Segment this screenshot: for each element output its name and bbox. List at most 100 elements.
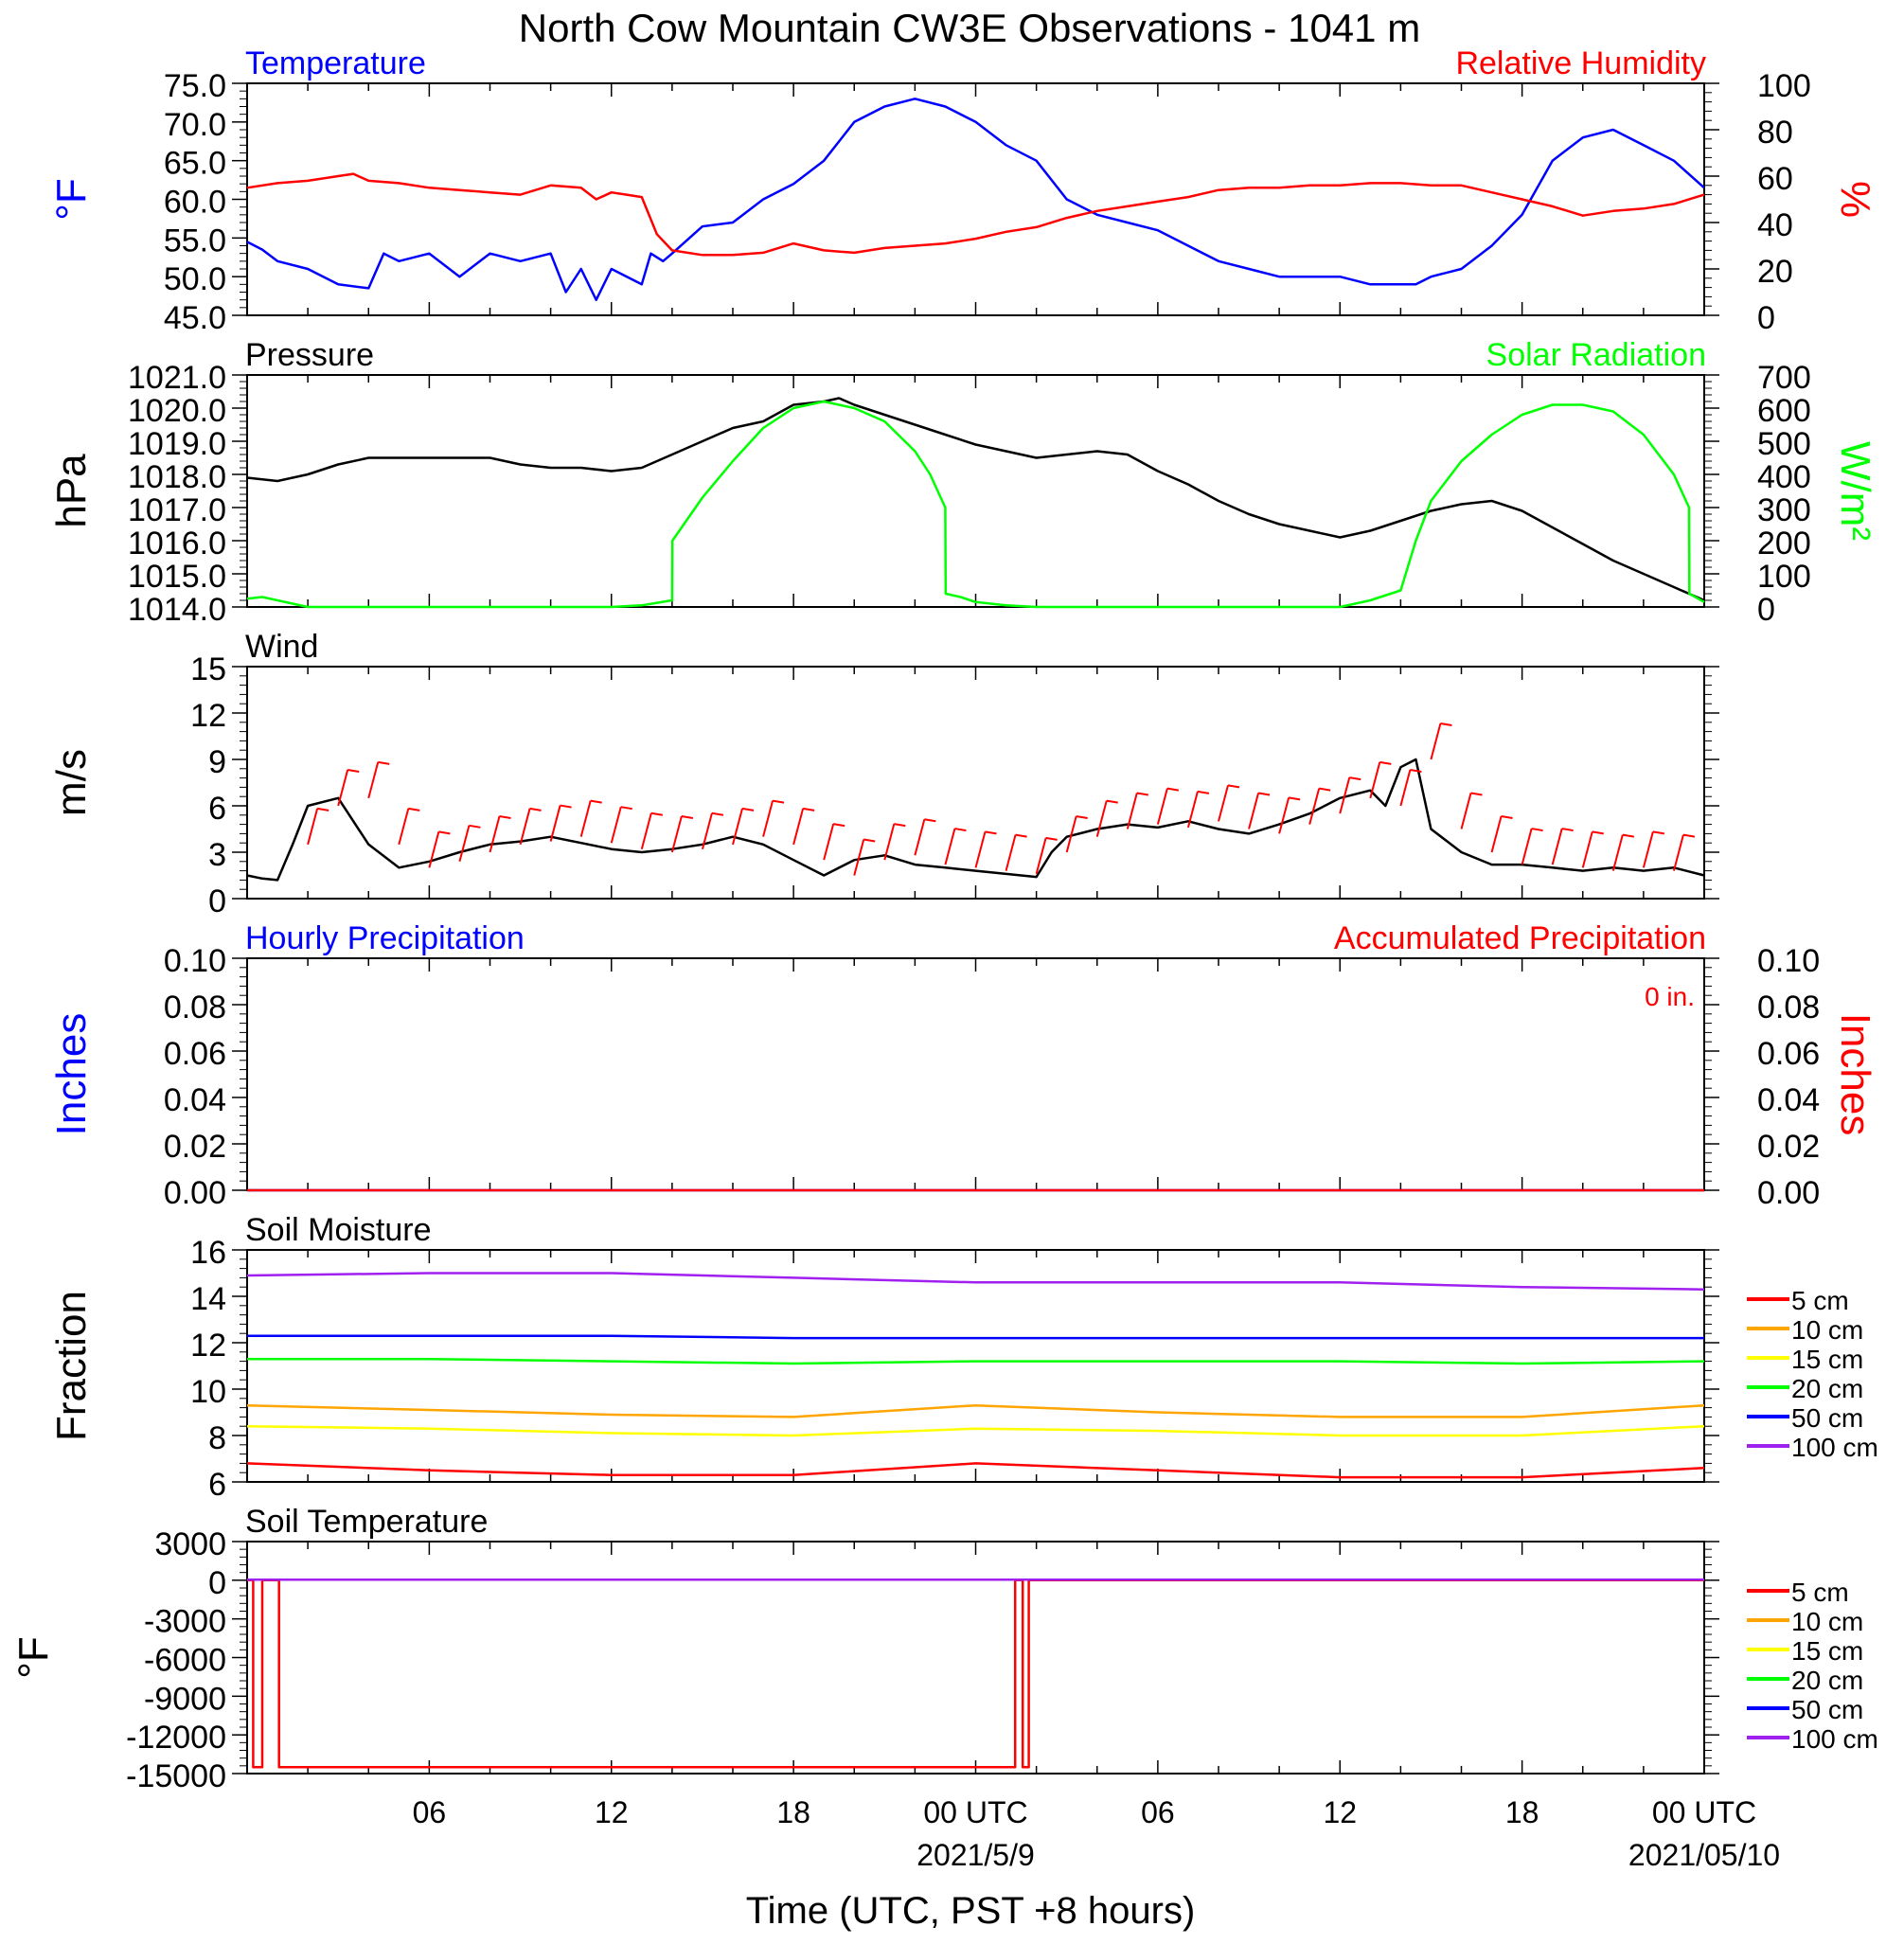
wind-barb-flag — [741, 807, 755, 811]
wind-barb-flag — [681, 815, 694, 819]
wind-barb-flag — [1592, 830, 1604, 835]
wind-barb — [1005, 834, 1017, 871]
wind-barb-flag — [1106, 799, 1118, 804]
x-tick-label: 12 — [1323, 1795, 1357, 1829]
x-tick-label: 00 UTC — [923, 1795, 1027, 1829]
y-tick-label-left: 0.02 — [164, 1129, 226, 1165]
y-tick-label-left: 75.0 — [164, 68, 226, 104]
wind-barb — [1642, 831, 1654, 868]
wind-barb-flag — [1622, 833, 1634, 838]
y-tick-label-left: 0.06 — [164, 1036, 226, 1072]
series-line-soil_temp-0 — [247, 1578, 1704, 1769]
y-tick-label-left: 12 — [190, 1328, 226, 1364]
x-tick-label: 06 — [1141, 1795, 1175, 1829]
wind-barb — [398, 808, 410, 846]
y-tick-label-left: 9 — [208, 744, 226, 780]
accumulated-total: 0 in. — [1645, 982, 1695, 1011]
x-date-label: 2021/05/10 — [1628, 1838, 1780, 1872]
wind-barb — [1490, 815, 1503, 853]
y-tick-label-right: 80 — [1757, 115, 1793, 151]
y-tick-label-left: 0.10 — [164, 943, 226, 979]
wind-barb — [1672, 834, 1684, 871]
series-line-pressure_solar-0 — [246, 397, 1705, 602]
panel-title-left: Pressure — [245, 337, 374, 373]
legend-label: 15 cm — [1791, 1345, 1863, 1374]
wind-barb-flag — [954, 828, 967, 832]
y-tick-label-left: 45.0 — [164, 300, 226, 336]
y-axis-unit-left: °F — [10, 1636, 57, 1678]
legend-label: 10 cm — [1791, 1315, 1863, 1345]
legend-label: 10 cm — [1791, 1607, 1863, 1636]
wind-barb — [549, 805, 561, 842]
panel-temp_rh: 75.070.065.060.055.050.045.0 100 80 60 40 20 0… — [48, 45, 1878, 336]
legend-label: 20 cm — [1791, 1666, 1863, 1695]
wind-barb — [914, 819, 926, 856]
wind-barb-flag — [590, 799, 602, 804]
legend-label: 5 cm — [1791, 1578, 1849, 1607]
wind-barb — [367, 761, 380, 799]
wind-barb-flag — [529, 807, 542, 811]
wind-barb — [428, 831, 440, 868]
legend-label: 20 cm — [1791, 1374, 1863, 1403]
wind-barb — [1339, 776, 1351, 814]
wind-barb-flag — [1349, 776, 1361, 781]
wind-barb — [1186, 791, 1199, 829]
panel-title-right: Accumulated Precipitation — [1334, 920, 1706, 956]
x-tick-label: 00 UTC — [1652, 1795, 1756, 1829]
y-tick-label-right: 0 — [1757, 300, 1775, 336]
series-line-soil_moisture-2 — [246, 1424, 1705, 1437]
panel-title-left: Soil Moisture — [245, 1212, 432, 1248]
panel-frame — [246, 1249, 1705, 1483]
wind-barb-flag — [408, 807, 420, 811]
x-tick-label: 18 — [1505, 1795, 1539, 1829]
y-tick-label-left: 12 — [190, 698, 226, 734]
wind-barb-flag — [924, 818, 936, 823]
y-tick-label-left: 10 — [190, 1374, 226, 1410]
panel-title-right: Relative Humidity — [1455, 45, 1706, 81]
wind-barb-flag — [1379, 760, 1392, 765]
y-tick-label-right: 0.00 — [1757, 1175, 1820, 1211]
wind-barb-flag — [1076, 815, 1088, 819]
x-tick-label: 18 — [776, 1795, 810, 1829]
y-tick-label-left: 1021.0 — [128, 360, 226, 396]
panel-title-right: Solar Radiation — [1486, 337, 1706, 373]
panel-frame — [246, 666, 1705, 900]
series-line-soil_moisture-1 — [246, 1403, 1705, 1418]
y-tick-label-left: 1018.0 — [128, 459, 226, 495]
wind-barb — [823, 823, 835, 861]
wind-barb-flag — [1501, 815, 1513, 819]
panel-precip: 0.10 0.08 0.06 0.04 0.02 0.00 0.10 0.08 0.06 0.04… — [48, 920, 1878, 1211]
y-tick-label-right: 0.04 — [1757, 1082, 1820, 1118]
wind-barb — [519, 808, 531, 846]
wind-barb-flag — [1227, 784, 1240, 789]
panel-title-left: Temperature — [245, 45, 426, 81]
wind-barb — [1521, 828, 1533, 865]
y-tick-label-left: 1020.0 — [128, 393, 226, 429]
wind-barb-flag — [1470, 792, 1483, 796]
wind-barb-flag — [560, 804, 572, 809]
wind-barb — [1156, 788, 1168, 825]
y-tick-label-right: 40 — [1757, 207, 1793, 243]
wind-barb — [974, 831, 987, 868]
y-tick-label-right: 100 — [1757, 68, 1811, 104]
y-axis-unit-right: % — [1832, 181, 1878, 218]
y-tick-label-right: 100 — [1757, 559, 1811, 595]
y-tick-label-left: 8 — [208, 1420, 226, 1456]
wind-barb-flag — [347, 769, 360, 773]
panel-pressure_solar: 1021.01020.01019.01018.01017.01016.01015… — [48, 337, 1878, 628]
wind-barb — [853, 839, 865, 876]
wind-barb-flag — [499, 815, 511, 819]
wind-barb — [1581, 831, 1593, 868]
wind-barb-flag — [1531, 828, 1543, 832]
wind-barb — [1278, 797, 1290, 834]
wind-barb-flag — [378, 760, 390, 765]
y-tick-label-left: 60.0 — [164, 185, 226, 221]
wind-barb — [1218, 785, 1229, 822]
legend-label: 100 cm — [1791, 1724, 1878, 1754]
y-tick-label-right: 300 — [1757, 492, 1811, 528]
legend-label: 50 cm — [1791, 1695, 1863, 1724]
wind-barb — [1065, 815, 1077, 853]
series-line-soil_moisture-5 — [246, 1272, 1705, 1291]
wind-barb-flag — [650, 811, 663, 816]
